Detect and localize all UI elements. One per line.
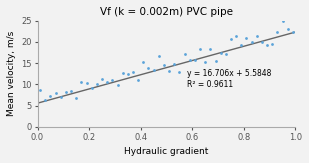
Point	[229, 38, 234, 40]
Point	[110, 79, 115, 82]
Point	[172, 63, 177, 65]
Point	[223, 53, 228, 55]
Point	[234, 35, 239, 37]
Point	[260, 40, 265, 43]
Point	[141, 61, 146, 63]
Point	[74, 97, 79, 99]
Point	[265, 44, 269, 46]
Point	[208, 48, 213, 51]
Text: y = 16.706x + 5.5848
R² = 0.9611: y = 16.706x + 5.5848 R² = 0.9611	[187, 69, 272, 89]
Point	[156, 55, 161, 57]
Y-axis label: Mean velocity, m/s: Mean velocity, m/s	[7, 31, 16, 116]
Point	[280, 19, 285, 22]
Point	[38, 89, 43, 92]
Point	[58, 96, 63, 99]
Point	[130, 71, 135, 73]
Point	[203, 61, 208, 63]
Point	[43, 99, 48, 101]
Point	[213, 60, 218, 63]
Point	[249, 40, 254, 43]
Point	[115, 84, 120, 86]
Point	[48, 95, 53, 97]
Point	[197, 48, 202, 51]
Point	[239, 44, 244, 47]
Point	[218, 51, 223, 54]
Point	[290, 31, 295, 33]
Point	[244, 37, 249, 39]
Point	[285, 28, 290, 31]
Point	[89, 87, 94, 89]
Point	[162, 64, 167, 67]
Point	[193, 59, 197, 61]
Point	[151, 68, 156, 71]
Point	[177, 71, 182, 74]
Point	[53, 91, 58, 94]
X-axis label: Hydraulic gradient: Hydraulic gradient	[124, 147, 209, 156]
Point	[120, 72, 125, 75]
Point	[84, 82, 89, 84]
Point	[182, 52, 187, 55]
Point	[270, 43, 275, 45]
Point	[99, 78, 104, 81]
Point	[125, 73, 130, 75]
Point	[79, 81, 84, 84]
Point	[105, 81, 110, 83]
Point	[275, 30, 280, 33]
Point	[136, 79, 141, 81]
Point	[95, 83, 99, 86]
Point	[69, 89, 74, 92]
Title: Vf (k = 0.002m) PVC pipe: Vf (k = 0.002m) PVC pipe	[100, 7, 233, 17]
Point	[167, 70, 171, 72]
Point	[254, 35, 259, 38]
Point	[187, 59, 192, 61]
Point	[63, 91, 68, 93]
Point	[146, 67, 151, 70]
